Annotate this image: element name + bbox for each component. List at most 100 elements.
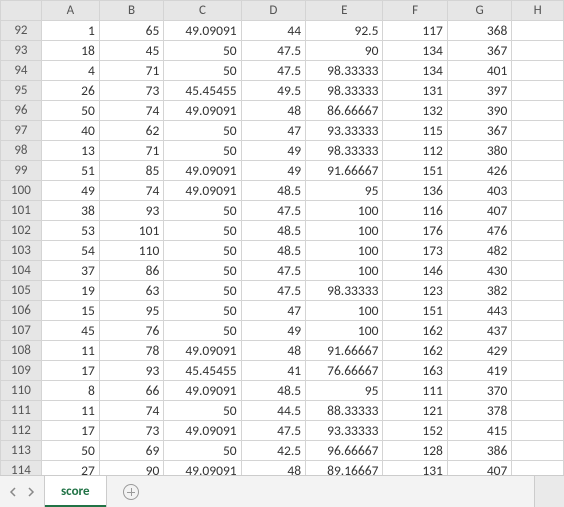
cell-F107[interactable]: 162 bbox=[383, 321, 447, 341]
cell-F96[interactable]: 132 bbox=[383, 101, 447, 121]
cell-A105[interactable]: 19 bbox=[41, 281, 99, 301]
cell-G111[interactable]: 378 bbox=[447, 401, 511, 421]
cell-A110[interactable]: 8 bbox=[41, 381, 99, 401]
cell-D106[interactable]: 47 bbox=[241, 301, 305, 321]
cell-D94[interactable]: 47.5 bbox=[241, 61, 305, 81]
row-header[interactable]: 99 bbox=[1, 161, 42, 181]
cell-B111[interactable]: 74 bbox=[99, 401, 163, 421]
row-header[interactable]: 94 bbox=[1, 61, 42, 81]
cell-E114[interactable]: 89.16667 bbox=[306, 461, 383, 476]
cell-B112[interactable]: 73 bbox=[99, 421, 163, 441]
cell-G112[interactable]: 415 bbox=[447, 421, 511, 441]
col-header-G[interactable]: G bbox=[447, 1, 511, 21]
row-header[interactable]: 102 bbox=[1, 221, 42, 241]
cell-H96[interactable] bbox=[512, 101, 564, 121]
cell-B96[interactable]: 74 bbox=[99, 101, 163, 121]
cell-G114[interactable]: 407 bbox=[447, 461, 511, 476]
column-header-row[interactable]: A B C D E F G H bbox=[1, 1, 564, 21]
cell-C109[interactable]: 45.45455 bbox=[164, 361, 241, 381]
cell-H105[interactable] bbox=[512, 281, 564, 301]
cell-G105[interactable]: 382 bbox=[447, 281, 511, 301]
cell-B93[interactable]: 45 bbox=[99, 41, 163, 61]
row-header[interactable]: 103 bbox=[1, 241, 42, 261]
cell-E93[interactable]: 90 bbox=[306, 41, 383, 61]
cell-C101[interactable]: 50 bbox=[164, 201, 241, 221]
cell-D95[interactable]: 49.5 bbox=[241, 81, 305, 101]
cell-E99[interactable]: 91.66667 bbox=[306, 161, 383, 181]
cell-E94[interactable]: 98.33333 bbox=[306, 61, 383, 81]
col-header-F[interactable]: F bbox=[383, 1, 447, 21]
cell-G103[interactable]: 482 bbox=[447, 241, 511, 261]
cell-A111[interactable]: 11 bbox=[41, 401, 99, 421]
cell-F110[interactable]: 111 bbox=[383, 381, 447, 401]
cell-C114[interactable]: 49.09091 bbox=[164, 461, 241, 476]
row-header[interactable]: 108 bbox=[1, 341, 42, 361]
cell-G109[interactable]: 419 bbox=[447, 361, 511, 381]
cell-G104[interactable]: 430 bbox=[447, 261, 511, 281]
row-header[interactable]: 109 bbox=[1, 361, 42, 381]
row-header[interactable]: 104 bbox=[1, 261, 42, 281]
cell-B109[interactable]: 93 bbox=[99, 361, 163, 381]
cell-F104[interactable]: 146 bbox=[383, 261, 447, 281]
cell-C102[interactable]: 50 bbox=[164, 221, 241, 241]
cell-H110[interactable] bbox=[512, 381, 564, 401]
cell-F95[interactable]: 131 bbox=[383, 81, 447, 101]
col-header-H[interactable]: H bbox=[512, 1, 564, 21]
row-header[interactable]: 98 bbox=[1, 141, 42, 161]
cell-D109[interactable]: 41 bbox=[241, 361, 305, 381]
cell-E106[interactable]: 100 bbox=[306, 301, 383, 321]
cell-E98[interactable]: 98.33333 bbox=[306, 141, 383, 161]
cell-A107[interactable]: 45 bbox=[41, 321, 99, 341]
cell-E97[interactable]: 93.33333 bbox=[306, 121, 383, 141]
cell-H94[interactable] bbox=[512, 61, 564, 81]
cell-G97[interactable]: 367 bbox=[447, 121, 511, 141]
cell-D112[interactable]: 47.5 bbox=[241, 421, 305, 441]
cell-B110[interactable]: 66 bbox=[99, 381, 163, 401]
cell-B106[interactable]: 95 bbox=[99, 301, 163, 321]
cell-C110[interactable]: 49.09091 bbox=[164, 381, 241, 401]
cell-C99[interactable]: 49.09091 bbox=[164, 161, 241, 181]
cell-B104[interactable]: 86 bbox=[99, 261, 163, 281]
cell-H112[interactable] bbox=[512, 421, 564, 441]
cell-D100[interactable]: 48.5 bbox=[241, 181, 305, 201]
cell-A94[interactable]: 4 bbox=[41, 61, 99, 81]
cell-H102[interactable] bbox=[512, 221, 564, 241]
cell-C111[interactable]: 50 bbox=[164, 401, 241, 421]
cell-G93[interactable]: 367 bbox=[447, 41, 511, 61]
cell-H101[interactable] bbox=[512, 201, 564, 221]
col-header-B[interactable]: B bbox=[99, 1, 163, 21]
cell-G106[interactable]: 443 bbox=[447, 301, 511, 321]
cell-G101[interactable]: 407 bbox=[447, 201, 511, 221]
cell-A109[interactable]: 17 bbox=[41, 361, 99, 381]
cell-B94[interactable]: 71 bbox=[99, 61, 163, 81]
cell-D114[interactable]: 48 bbox=[241, 461, 305, 476]
row-header[interactable]: 107 bbox=[1, 321, 42, 341]
cell-A97[interactable]: 40 bbox=[41, 121, 99, 141]
cell-B114[interactable]: 90 bbox=[99, 461, 163, 476]
cell-E102[interactable]: 100 bbox=[306, 221, 383, 241]
cell-G92[interactable]: 368 bbox=[447, 21, 511, 41]
cell-A92[interactable]: 1 bbox=[41, 21, 99, 41]
cell-G107[interactable]: 437 bbox=[447, 321, 511, 341]
cell-E100[interactable]: 95 bbox=[306, 181, 383, 201]
cell-E111[interactable]: 88.33333 bbox=[306, 401, 383, 421]
cell-D102[interactable]: 48.5 bbox=[241, 221, 305, 241]
cell-A104[interactable]: 37 bbox=[41, 261, 99, 281]
cell-H109[interactable] bbox=[512, 361, 564, 381]
row-header[interactable]: 113 bbox=[1, 441, 42, 461]
row-header[interactable]: 105 bbox=[1, 281, 42, 301]
cell-D111[interactable]: 44.5 bbox=[241, 401, 305, 421]
cell-D113[interactable]: 42.5 bbox=[241, 441, 305, 461]
cell-F94[interactable]: 134 bbox=[383, 61, 447, 81]
cell-G108[interactable]: 429 bbox=[447, 341, 511, 361]
cell-A108[interactable]: 11 bbox=[41, 341, 99, 361]
cell-H103[interactable] bbox=[512, 241, 564, 261]
cell-E105[interactable]: 98.33333 bbox=[306, 281, 383, 301]
cell-F102[interactable]: 176 bbox=[383, 221, 447, 241]
cell-B97[interactable]: 62 bbox=[99, 121, 163, 141]
cell-G99[interactable]: 426 bbox=[447, 161, 511, 181]
cell-B108[interactable]: 78 bbox=[99, 341, 163, 361]
cell-A98[interactable]: 13 bbox=[41, 141, 99, 161]
cell-H99[interactable] bbox=[512, 161, 564, 181]
cell-C105[interactable]: 50 bbox=[164, 281, 241, 301]
